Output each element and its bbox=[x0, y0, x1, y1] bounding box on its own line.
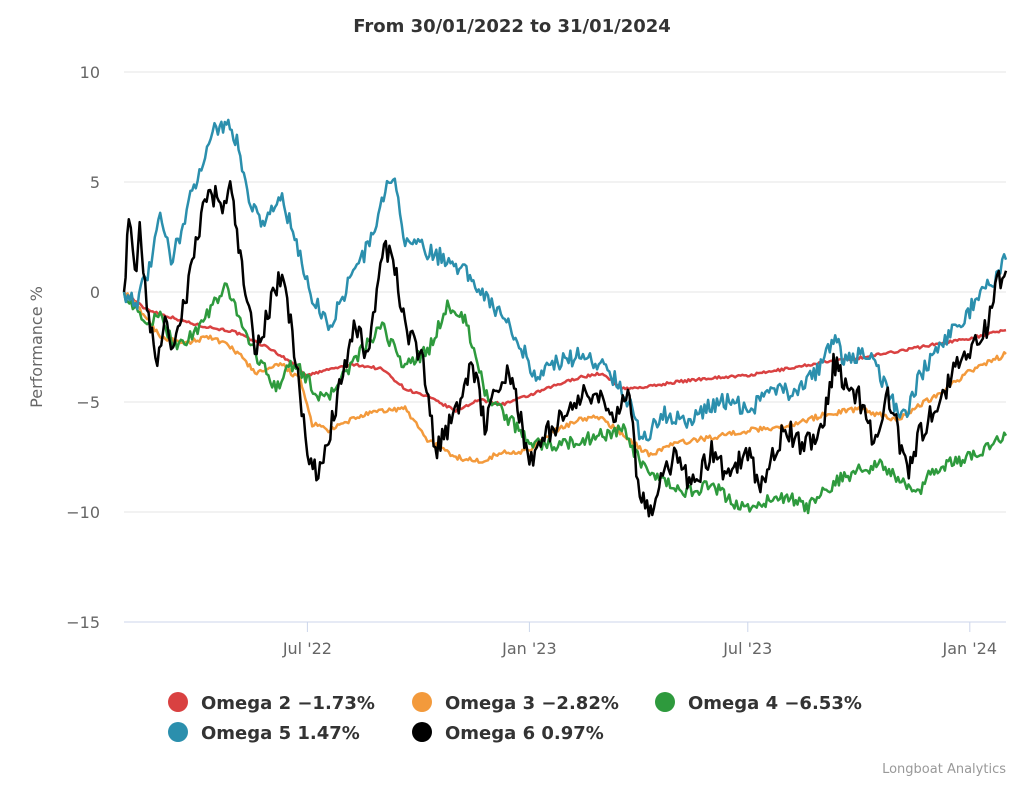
y-axis-title: Performance % bbox=[27, 286, 46, 408]
series-line-omega-4 bbox=[122, 282, 1008, 515]
legend[interactable]: Omega 2 −1.73% Omega 3 −2.82% Omega 4 −6.5… bbox=[168, 692, 862, 744]
y-axis-ticks: 10 5 0 −5 −10 −15 bbox=[66, 63, 100, 632]
chart-title: From 30/01/2022 to 31/01/2024 bbox=[353, 16, 671, 37]
legend-item-omega-2[interactable]: Omega 2 −1.73% bbox=[168, 692, 375, 714]
y-tick-label: −10 bbox=[66, 503, 100, 522]
legend-label: Omega 5 1.47% bbox=[201, 723, 360, 744]
legend-marker bbox=[412, 692, 432, 712]
x-axis: Jul '22 Jan '23 Jul '23 Jan '24 bbox=[282, 622, 997, 658]
y-tick-label: 10 bbox=[80, 63, 100, 82]
legend-label: Omega 6 0.97% bbox=[445, 723, 604, 744]
x-tick-label: Jan '24 bbox=[942, 639, 998, 658]
legend-item-omega-3[interactable]: Omega 3 −2.82% bbox=[412, 692, 619, 714]
legend-label: Omega 3 −2.82% bbox=[445, 693, 619, 714]
legend-marker bbox=[655, 692, 675, 712]
legend-marker bbox=[168, 722, 188, 742]
x-tick-label: Jan '23 bbox=[501, 639, 557, 658]
legend-marker bbox=[168, 692, 188, 712]
y-tick-label: 5 bbox=[90, 173, 100, 192]
legend-label: Omega 4 −6.53% bbox=[688, 693, 862, 714]
series-line-omega-6 bbox=[122, 180, 1008, 518]
x-tick-label: Jul '22 bbox=[282, 639, 332, 658]
legend-marker bbox=[412, 722, 432, 742]
legend-item-omega-5[interactable]: Omega 5 1.47% bbox=[168, 722, 360, 744]
credit-text[interactable]: Longboat Analytics bbox=[882, 762, 1006, 777]
series-lines bbox=[122, 118, 1008, 518]
legend-label: Omega 2 −1.73% bbox=[201, 693, 375, 714]
y-tick-label: −5 bbox=[76, 393, 100, 412]
series-line-omega-3 bbox=[122, 291, 1007, 464]
y-tick-label: −15 bbox=[66, 613, 100, 632]
series-line-omega-2 bbox=[122, 291, 1007, 413]
y-tick-label: 0 bbox=[90, 283, 100, 302]
x-tick-label: Jul '23 bbox=[722, 639, 772, 658]
legend-item-omega-6[interactable]: Omega 6 0.97% bbox=[412, 722, 604, 744]
series-line-omega-5 bbox=[122, 118, 1008, 442]
legend-item-omega-4[interactable]: Omega 4 −6.53% bbox=[655, 692, 862, 714]
